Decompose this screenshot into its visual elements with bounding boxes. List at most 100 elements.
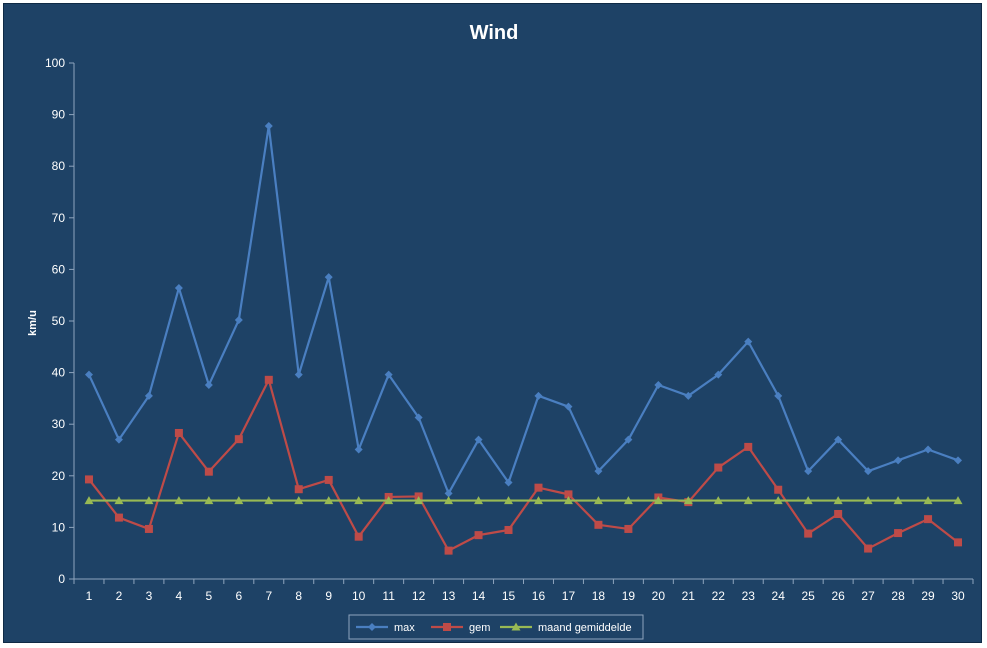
x-tick-label: 3 [146, 589, 153, 603]
x-tick-label: 22 [712, 589, 726, 603]
data-point [144, 496, 154, 505]
data-point [204, 380, 213, 389]
data-point [294, 370, 303, 379]
x-tick-label: 8 [295, 589, 302, 603]
series-max [84, 121, 963, 498]
data-point [954, 456, 963, 465]
data-point [324, 475, 333, 484]
data-point [803, 496, 813, 505]
series-layer [84, 121, 963, 555]
data-point [564, 402, 573, 411]
data-point [834, 435, 843, 444]
data-point [234, 435, 243, 444]
x-tick-label: 6 [235, 589, 242, 603]
data-point [264, 375, 273, 384]
data-point [174, 496, 184, 505]
data-point [684, 391, 693, 400]
data-point [894, 456, 903, 465]
data-point [924, 445, 933, 454]
data-point [834, 509, 843, 518]
x-tick-label: 16 [532, 589, 546, 603]
data-point [653, 496, 663, 505]
data-point [204, 467, 213, 476]
y-tick-label: 60 [52, 262, 66, 276]
data-point [924, 515, 933, 524]
x-tick-label: 23 [742, 589, 756, 603]
data-point [714, 370, 723, 379]
data-point [593, 496, 603, 505]
data-point [683, 496, 693, 505]
x-tick-label: 24 [772, 589, 786, 603]
y-tick-label: 50 [52, 314, 66, 328]
data-point [324, 496, 334, 505]
data-point [444, 546, 453, 555]
data-point [623, 496, 633, 505]
data-point [773, 496, 783, 505]
data-point [234, 496, 244, 505]
data-point [354, 532, 363, 541]
legend-label: gem [469, 622, 490, 634]
y-tick-label: 30 [52, 417, 66, 431]
data-point [204, 496, 214, 505]
data-point [804, 467, 813, 476]
data-point [294, 496, 304, 505]
data-point [414, 496, 424, 505]
x-tick-label: 5 [206, 589, 213, 603]
y-tick-label: 100 [45, 56, 65, 70]
x-axis-ticks: 1 2 3 4 5 6 7 8 9 10 11 12 13 14 15 16 17 18 19 20 21 22 23 24 2… [73, 579, 974, 603]
x-tick-label: 27 [861, 589, 875, 603]
data-point [414, 413, 423, 422]
data-point [384, 370, 393, 379]
data-point [384, 496, 394, 505]
data-point [714, 463, 723, 472]
data-point [624, 524, 633, 533]
data-point [474, 496, 484, 505]
x-tick-label: 29 [921, 589, 935, 603]
data-point [354, 496, 364, 505]
data-point [324, 273, 333, 282]
x-tick-label: 2 [116, 589, 123, 603]
data-point [894, 529, 903, 538]
data-point [174, 428, 183, 437]
data-point [474, 531, 483, 540]
x-tick-label: 26 [831, 589, 845, 603]
legend-marker [368, 623, 376, 631]
data-point [954, 538, 963, 547]
data-point [563, 496, 573, 505]
x-tick-label: 25 [802, 589, 816, 603]
series-line [88, 378, 959, 552]
data-point [174, 283, 183, 292]
legend-box [348, 614, 644, 640]
data-point [923, 496, 933, 505]
x-tick-label: 13 [442, 589, 456, 603]
x-tick-label: 7 [265, 589, 272, 603]
data-point [624, 435, 633, 444]
data-point [504, 525, 513, 534]
data-point [774, 391, 783, 400]
series-line [87, 124, 959, 495]
data-point [504, 496, 514, 505]
x-tick-label: 10 [352, 589, 366, 603]
data-point [564, 490, 573, 499]
data-point [144, 524, 153, 533]
legend-marker [443, 623, 451, 631]
data-point [114, 435, 123, 444]
y-tick-label: 80 [52, 159, 66, 173]
data-point [444, 489, 453, 498]
legend-label: maand gemiddelde [538, 622, 632, 634]
y-tick-label: 70 [52, 211, 66, 225]
data-point [84, 475, 93, 484]
chart-title: Wind [470, 22, 519, 44]
x-tick-label: 28 [891, 589, 905, 603]
x-tick-label: 18 [592, 589, 606, 603]
x-tick-label: 1 [86, 589, 93, 603]
data-point [594, 467, 603, 476]
data-point [114, 513, 123, 522]
x-tick-label: 19 [622, 589, 636, 603]
data-point [264, 121, 273, 130]
data-point [444, 496, 454, 505]
y-tick-label: 90 [52, 108, 66, 122]
data-point [833, 496, 843, 505]
data-point [864, 467, 873, 476]
